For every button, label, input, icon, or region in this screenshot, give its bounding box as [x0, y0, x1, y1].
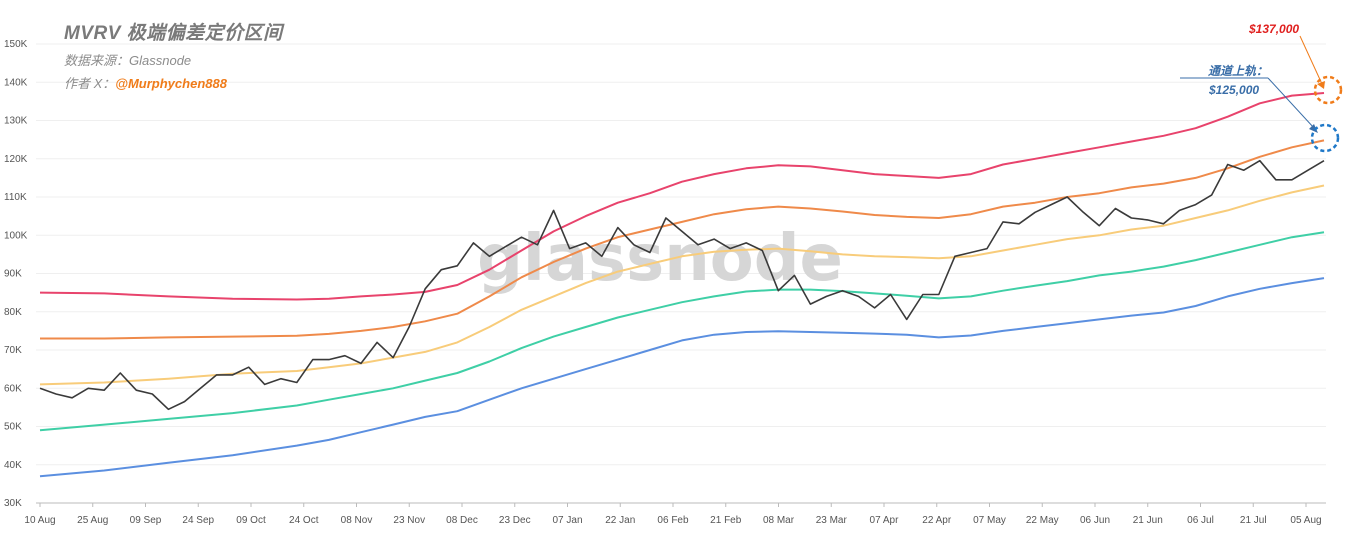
x-tick-label: 07 May: [973, 515, 1006, 526]
series-price: [39, 159, 1325, 411]
x-tick-label: 09 Oct: [236, 515, 266, 526]
x-tick-label: 09 Sep: [130, 515, 162, 526]
channel-value: $125,000: [1209, 83, 1260, 97]
chart-title: MVRV 极端偏差定价区间: [64, 23, 283, 44]
x-tick-label: 07 Apr: [870, 515, 900, 526]
orange-target-ring: [1313, 75, 1343, 105]
y-tick-label: 150K: [4, 39, 28, 50]
y-tick-label: 30K: [4, 498, 22, 509]
x-tick-label: 06 Jun: [1080, 515, 1110, 526]
x-tick-label: 08 Nov: [341, 515, 373, 526]
y-tick-label: 60K: [4, 383, 22, 394]
x-tick-label: 23 Nov: [393, 515, 425, 526]
x-tick-label: 05 Aug: [1290, 515, 1321, 526]
x-tick-label: 22 Jan: [605, 515, 635, 526]
y-tick-label: 100K: [4, 230, 28, 241]
gridlines: [36, 43, 1326, 504]
y-tick-label: 110K: [4, 192, 27, 203]
x-tick-label: 22 May: [1026, 515, 1059, 526]
y-tick-label: 50K: [4, 422, 22, 433]
y-axis: 30K 40K 50K 60K 70K 80K 90K 100K 110K 120K 130K 140…: [4, 39, 28, 509]
series-band_bottom: [39, 277, 1325, 478]
upper-target-label: $137,000: [1249, 22, 1300, 36]
y-tick-label: 70K: [4, 345, 22, 356]
author-handle: @Murphychen888: [115, 76, 227, 91]
y-tick-label: 80K: [4, 307, 22, 318]
x-tick-label: 21 Feb: [710, 515, 742, 526]
series-band_upper: [40, 139, 1325, 340]
y-tick-label: 90K: [4, 269, 22, 280]
x-tick-label: 07 Jan: [552, 515, 582, 526]
author-prefix: 作者 X：: [64, 76, 116, 91]
x-tick-label: 06 Feb: [657, 515, 689, 526]
x-tick-label: 08 Mar: [763, 515, 795, 526]
x-tick-label: 24 Sep: [182, 515, 214, 526]
x-axis: 10 Aug 25 Aug 09 Sep 24 Sep 09 Oct 24 Oct 08 N…: [24, 503, 1322, 526]
blue-arrow-line: [1267, 77, 1315, 129]
x-tick-label: 22 Apr: [922, 515, 952, 526]
watermark: glassnode: [477, 222, 843, 296]
y-tick-label: 130K: [4, 116, 28, 127]
orange-arrow-line: [1299, 35, 1323, 85]
x-tick-label: 25 Aug: [77, 515, 108, 526]
x-tick-label: 08 Dec: [446, 515, 478, 526]
x-tick-label: 24 Oct: [289, 515, 319, 526]
channel-label: 通道上轨：: [1208, 64, 1269, 78]
x-tick-label: 10 Aug: [24, 515, 55, 526]
y-tick-label: 140K: [4, 77, 28, 88]
series-band_top: [39, 92, 1325, 301]
orange-arrow-head: [1317, 81, 1325, 89]
x-tick-label: 21 Jul: [1240, 515, 1267, 526]
y-tick-label: 40K: [4, 460, 22, 471]
x-tick-label: 23 Mar: [816, 515, 848, 526]
source-label: 数据来源：Glassnode: [64, 53, 192, 68]
y-tick-label: 120K: [4, 154, 28, 165]
series-lines: [39, 92, 1325, 478]
x-tick-label: 21 Jun: [1133, 515, 1163, 526]
blue-target-ring: [1310, 123, 1340, 153]
x-tick-label: 06 Jul: [1187, 515, 1214, 526]
x-tick-label: 23 Dec: [499, 515, 531, 526]
series-band_lower: [39, 231, 1325, 432]
annotation-markers: [1180, 35, 1343, 153]
author-line: 作者 X：@Murphychen888: [64, 73, 227, 92]
